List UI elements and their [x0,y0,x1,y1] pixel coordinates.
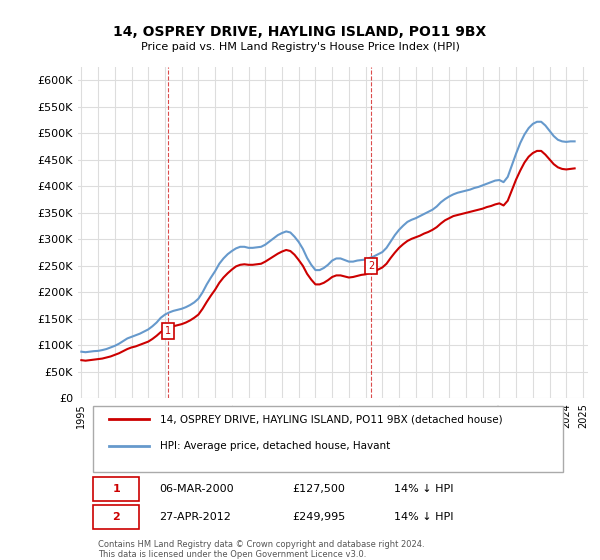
FancyBboxPatch shape [94,406,563,472]
Text: Price paid vs. HM Land Registry's House Price Index (HPI): Price paid vs. HM Land Registry's House … [140,42,460,52]
Text: 14, OSPREY DRIVE, HAYLING ISLAND, PO11 9BX: 14, OSPREY DRIVE, HAYLING ISLAND, PO11 9… [113,25,487,39]
FancyBboxPatch shape [94,477,139,501]
Text: Contains HM Land Registry data © Crown copyright and database right 2024.
This d: Contains HM Land Registry data © Crown c… [98,540,425,559]
Text: 14% ↓ HPI: 14% ↓ HPI [394,484,454,493]
Text: 2: 2 [112,512,120,522]
FancyBboxPatch shape [94,505,139,529]
Text: 2: 2 [368,261,374,271]
Text: 1: 1 [165,326,172,336]
Text: 27-APR-2012: 27-APR-2012 [160,512,232,522]
Text: HPI: Average price, detached house, Havant: HPI: Average price, detached house, Hava… [160,441,390,451]
Text: £127,500: £127,500 [292,484,345,493]
Text: 06-MAR-2000: 06-MAR-2000 [160,484,234,493]
Text: 1: 1 [112,484,120,493]
Text: 14, OSPREY DRIVE, HAYLING ISLAND, PO11 9BX (detached house): 14, OSPREY DRIVE, HAYLING ISLAND, PO11 9… [160,414,502,424]
Text: £249,995: £249,995 [292,512,346,522]
Text: 14% ↓ HPI: 14% ↓ HPI [394,512,454,522]
